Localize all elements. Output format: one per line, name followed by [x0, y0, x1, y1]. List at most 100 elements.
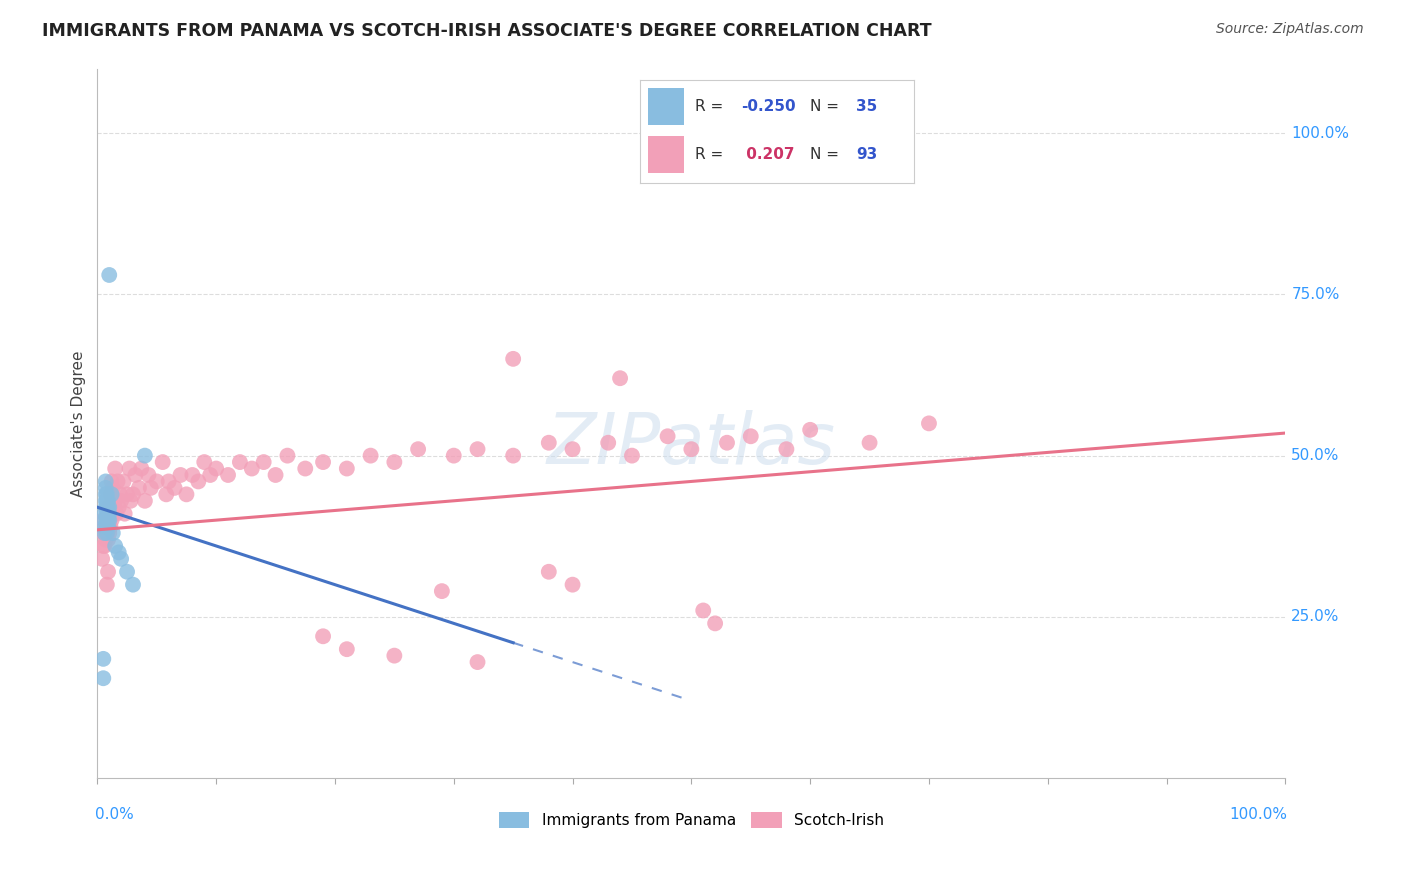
Point: [94, 475, 117, 489]
Point: [312, 455, 335, 469]
Point: [740, 429, 762, 443]
Point: [502, 351, 524, 366]
Point: [858, 435, 880, 450]
Point: [128, 481, 150, 495]
Point: [537, 565, 560, 579]
Legend: Immigrants from Panama, Scotch-Irish: Immigrants from Panama, Scotch-Irish: [492, 806, 890, 834]
Point: [115, 487, 138, 501]
Point: [229, 455, 252, 469]
Point: [96, 493, 118, 508]
Point: [200, 467, 222, 482]
Point: [107, 475, 129, 489]
Text: N =: N =: [810, 146, 844, 161]
Point: [763, 126, 786, 140]
Point: [112, 475, 135, 489]
Point: [598, 435, 620, 450]
Bar: [648, 88, 683, 126]
Point: [205, 461, 228, 475]
Point: [122, 577, 145, 591]
Point: [98, 500, 121, 515]
Point: [681, 442, 703, 457]
Point: [97, 513, 120, 527]
Text: 93: 93: [856, 146, 877, 161]
Point: [382, 648, 405, 663]
Point: [93, 507, 115, 521]
Text: ZIPatlas: ZIPatlas: [547, 410, 835, 479]
Point: [163, 481, 186, 495]
Point: [704, 616, 727, 631]
Point: [97, 500, 120, 515]
Point: [91, 526, 114, 541]
Point: [91, 539, 114, 553]
Point: [100, 487, 122, 501]
Text: R =: R =: [695, 99, 728, 114]
Point: [157, 475, 180, 489]
Point: [104, 493, 127, 508]
Point: [799, 423, 821, 437]
Point: [918, 417, 941, 431]
Point: [775, 442, 797, 457]
Point: [114, 507, 136, 521]
Point: [312, 629, 335, 643]
Point: [104, 461, 127, 475]
Point: [104, 539, 127, 553]
Point: [336, 642, 359, 657]
Point: [561, 442, 583, 457]
Point: [97, 519, 120, 533]
Point: [467, 655, 489, 669]
Point: [193, 455, 215, 469]
Point: [692, 603, 714, 617]
Point: [97, 493, 120, 508]
Point: [217, 467, 239, 482]
Point: [96, 500, 118, 515]
Point: [360, 449, 382, 463]
Point: [93, 539, 115, 553]
Point: [91, 671, 114, 685]
Point: [103, 500, 125, 515]
Point: [93, 526, 115, 541]
Point: [93, 519, 115, 533]
Point: [94, 533, 117, 547]
Point: [131, 461, 153, 475]
Point: [187, 475, 209, 489]
Point: [96, 507, 118, 521]
Point: [253, 455, 276, 469]
Text: R =: R =: [695, 146, 728, 161]
Point: [118, 461, 141, 475]
Point: [264, 467, 287, 482]
Point: [97, 533, 120, 547]
Point: [98, 500, 121, 515]
Point: [98, 507, 121, 521]
Point: [152, 455, 174, 469]
Point: [100, 513, 122, 527]
Point: [107, 545, 129, 559]
Point: [94, 493, 117, 508]
Point: [96, 519, 118, 533]
Text: 0.0%: 0.0%: [96, 806, 134, 822]
Point: [620, 449, 643, 463]
Point: [94, 487, 117, 501]
Point: [609, 371, 631, 385]
Point: [96, 513, 118, 527]
Text: IMMIGRANTS FROM PANAMA VS SCOTCH-IRISH ASSOCIATE'S DEGREE CORRELATION CHART: IMMIGRANTS FROM PANAMA VS SCOTCH-IRISH A…: [42, 22, 932, 40]
Point: [94, 500, 117, 515]
Text: N =: N =: [810, 99, 844, 114]
Point: [502, 449, 524, 463]
Point: [134, 449, 156, 463]
Point: [96, 526, 118, 541]
Point: [467, 442, 489, 457]
Point: [181, 467, 204, 482]
Point: [716, 435, 738, 450]
Point: [97, 500, 120, 515]
Point: [98, 526, 121, 541]
Point: [176, 487, 198, 501]
Point: [294, 461, 316, 475]
Text: 50.0%: 50.0%: [1291, 448, 1340, 463]
Text: Source: ZipAtlas.com: Source: ZipAtlas.com: [1216, 22, 1364, 37]
Point: [692, 126, 714, 140]
Bar: [648, 136, 683, 173]
Point: [443, 449, 465, 463]
Point: [105, 507, 128, 521]
Point: [561, 577, 583, 591]
Point: [98, 513, 121, 527]
